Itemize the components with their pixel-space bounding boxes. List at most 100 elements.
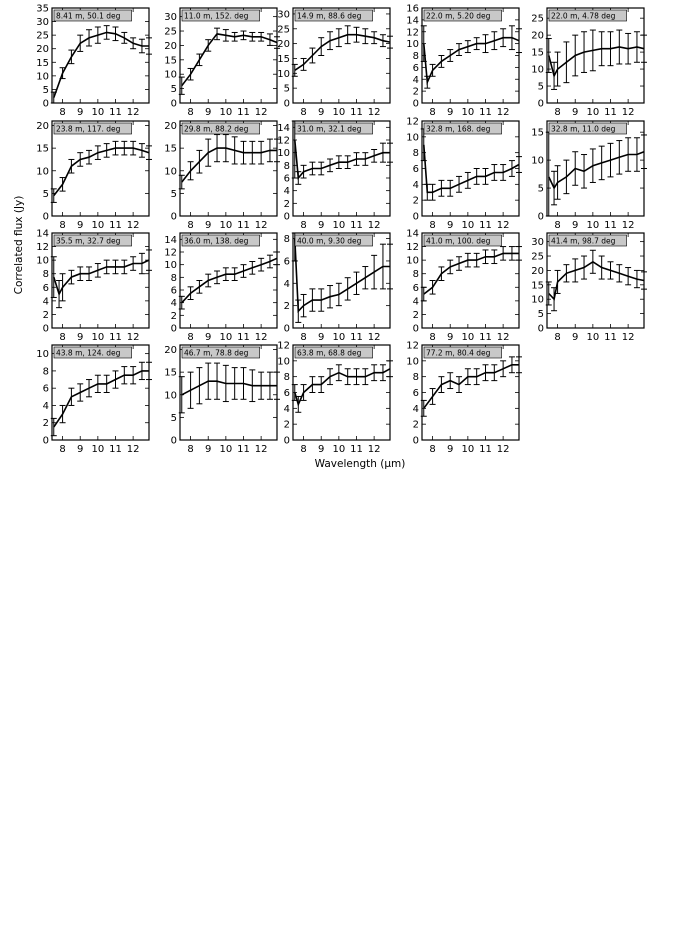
x-tick-label: 11	[109, 220, 122, 231]
x-tick-label: 8	[187, 444, 193, 455]
panel-frame	[546, 232, 645, 329]
annotation-box	[181, 346, 260, 359]
annotation-text: 46.7 m, 78.8 deg	[184, 349, 249, 358]
x-tick-label: 8	[300, 107, 306, 118]
panel-annotation: 43.8 m, 124. deg	[53, 346, 132, 359]
y-tick-label: 8	[413, 148, 419, 159]
chart-panel-16: 0 2 4 6 8 10 8 9 10 11 12 43.8 m, 124. deg	[36, 344, 152, 455]
y-tick-label: 25	[277, 24, 290, 35]
annotation-text: 63.8 m, 68.8 deg	[297, 349, 362, 358]
x-tick-label: 11	[109, 107, 122, 118]
y-axis-label: Correlated flux (Jy)	[13, 196, 25, 295]
x-tick-label: 10	[219, 107, 232, 118]
chart-panel-3: 0 5 10 15 20 25 30 8 9 10 11 12 14.9 m, 88.6 deg	[277, 7, 393, 118]
annotation-text: 11.0 m, 152. deg	[184, 12, 249, 21]
x-tick-label: 10	[586, 332, 599, 343]
x-tick-label: 9	[318, 220, 324, 231]
y-tick-label: 4	[413, 180, 419, 191]
y-tick-label: 12	[406, 341, 419, 352]
y-tick-label: 4	[284, 279, 290, 290]
y-tick-label: 0	[538, 324, 544, 335]
x-tick-label: 10	[91, 444, 104, 455]
annotation-text: 35.5 m, 32.7 deg	[56, 237, 121, 246]
x-tick-label: 9	[447, 444, 453, 455]
y-tick-label: 10	[36, 166, 49, 177]
x-tick-label: 11	[479, 332, 492, 343]
y-tick-label: 2	[43, 310, 49, 321]
y-tick-label: 15	[164, 55, 177, 66]
y-tick-label: 8	[413, 372, 419, 383]
y-tick-label: 8	[284, 234, 290, 245]
x-tick-label: 8	[554, 220, 560, 231]
series-line	[548, 46, 645, 79]
x-tick-label: 9	[77, 444, 83, 455]
x-tick-label: 10	[219, 220, 232, 231]
y-tick-label: 8	[284, 161, 290, 172]
panel-annotation: 41.0 m, 100. deg	[423, 234, 502, 247]
series-line	[423, 144, 520, 194]
y-tick-label: 2	[413, 87, 419, 98]
y-tick-label: 12	[36, 242, 49, 253]
annotation-box	[181, 234, 260, 247]
y-tick-label: 15	[164, 144, 177, 155]
panel-frame	[179, 7, 278, 104]
annotation-box	[294, 122, 373, 135]
y-tick-label: 12	[406, 27, 419, 38]
y-tick-label: 5	[43, 85, 49, 96]
annotation-text: 32.8 m, 11.0 deg	[551, 125, 616, 134]
x-tick-label: 10	[332, 332, 345, 343]
x-tick-label: 9	[447, 107, 453, 118]
annotation-box	[294, 9, 373, 22]
y-tick-label: 0	[284, 324, 290, 335]
chart-panel-6: 0 5 10 15 20 8 9 10 11 12 23.8 m, 117. deg	[36, 120, 152, 231]
x-tick-label: 12	[127, 220, 140, 231]
x-tick-label: 12	[255, 107, 268, 118]
x-tick-label: 8	[59, 220, 65, 231]
x-tick-label: 9	[447, 332, 453, 343]
annotation-box	[53, 9, 132, 22]
y-tick-label: 12	[164, 248, 177, 259]
x-tick-label: 12	[497, 107, 510, 118]
y-tick-label: 10	[36, 71, 49, 82]
y-tick-label: 0	[43, 99, 49, 110]
annotation-text: 22.0 m, 4.78 deg	[551, 12, 616, 21]
x-tick-label: 12	[622, 332, 635, 343]
x-tick-label: 8	[59, 107, 65, 118]
y-tick-label: 0	[171, 436, 177, 447]
y-tick-label: 10	[406, 39, 419, 50]
x-tick-label: 9	[572, 332, 578, 343]
x-tick-label: 9	[77, 107, 83, 118]
y-tick-label: 0	[413, 436, 419, 447]
x-tick-label: 11	[350, 332, 363, 343]
series-line	[548, 150, 645, 190]
y-tick-label: 6	[284, 174, 290, 185]
y-tick-label: 25	[531, 14, 544, 25]
panel-frame	[51, 232, 150, 329]
y-tick-label: 30	[277, 9, 290, 20]
y-tick-label: 0	[171, 212, 177, 223]
y-tick-label: 0	[171, 99, 177, 110]
panel-annotation: 40.0 m, 9.30 deg	[294, 234, 373, 247]
annotation-text: 32.8 m, 168. deg	[426, 125, 491, 134]
x-tick-label: 11	[237, 332, 250, 343]
x-tick-label: 8	[187, 220, 193, 231]
y-tick-label: 10	[406, 356, 419, 367]
chart-panel-2: 0 5 10 15 20 25 30 8 9 10 11 12 11.0 m, 152. deg	[164, 7, 280, 118]
x-tick-label: 11	[604, 107, 617, 118]
y-tick-label: 0	[284, 436, 290, 447]
y-tick-label: 2	[413, 420, 419, 431]
y-tick-label: 2	[413, 196, 419, 207]
chart-panel-5: 0 5 10 15 20 25 8 9 10 11 12 22.0 m, 4.78 deg	[531, 7, 647, 118]
y-tick-label: 25	[36, 31, 49, 42]
y-tick-label: 14	[406, 15, 419, 26]
x-tick-label: 12	[255, 220, 268, 231]
y-tick-label: 10	[36, 349, 49, 360]
series-line	[181, 257, 278, 304]
y-tick-label: 2	[413, 310, 419, 321]
panel-frame	[51, 7, 150, 104]
x-tick-label: 9	[447, 220, 453, 231]
y-tick-label: 4	[284, 404, 290, 415]
annotation-text: 23.8 m, 117. deg	[56, 125, 121, 134]
